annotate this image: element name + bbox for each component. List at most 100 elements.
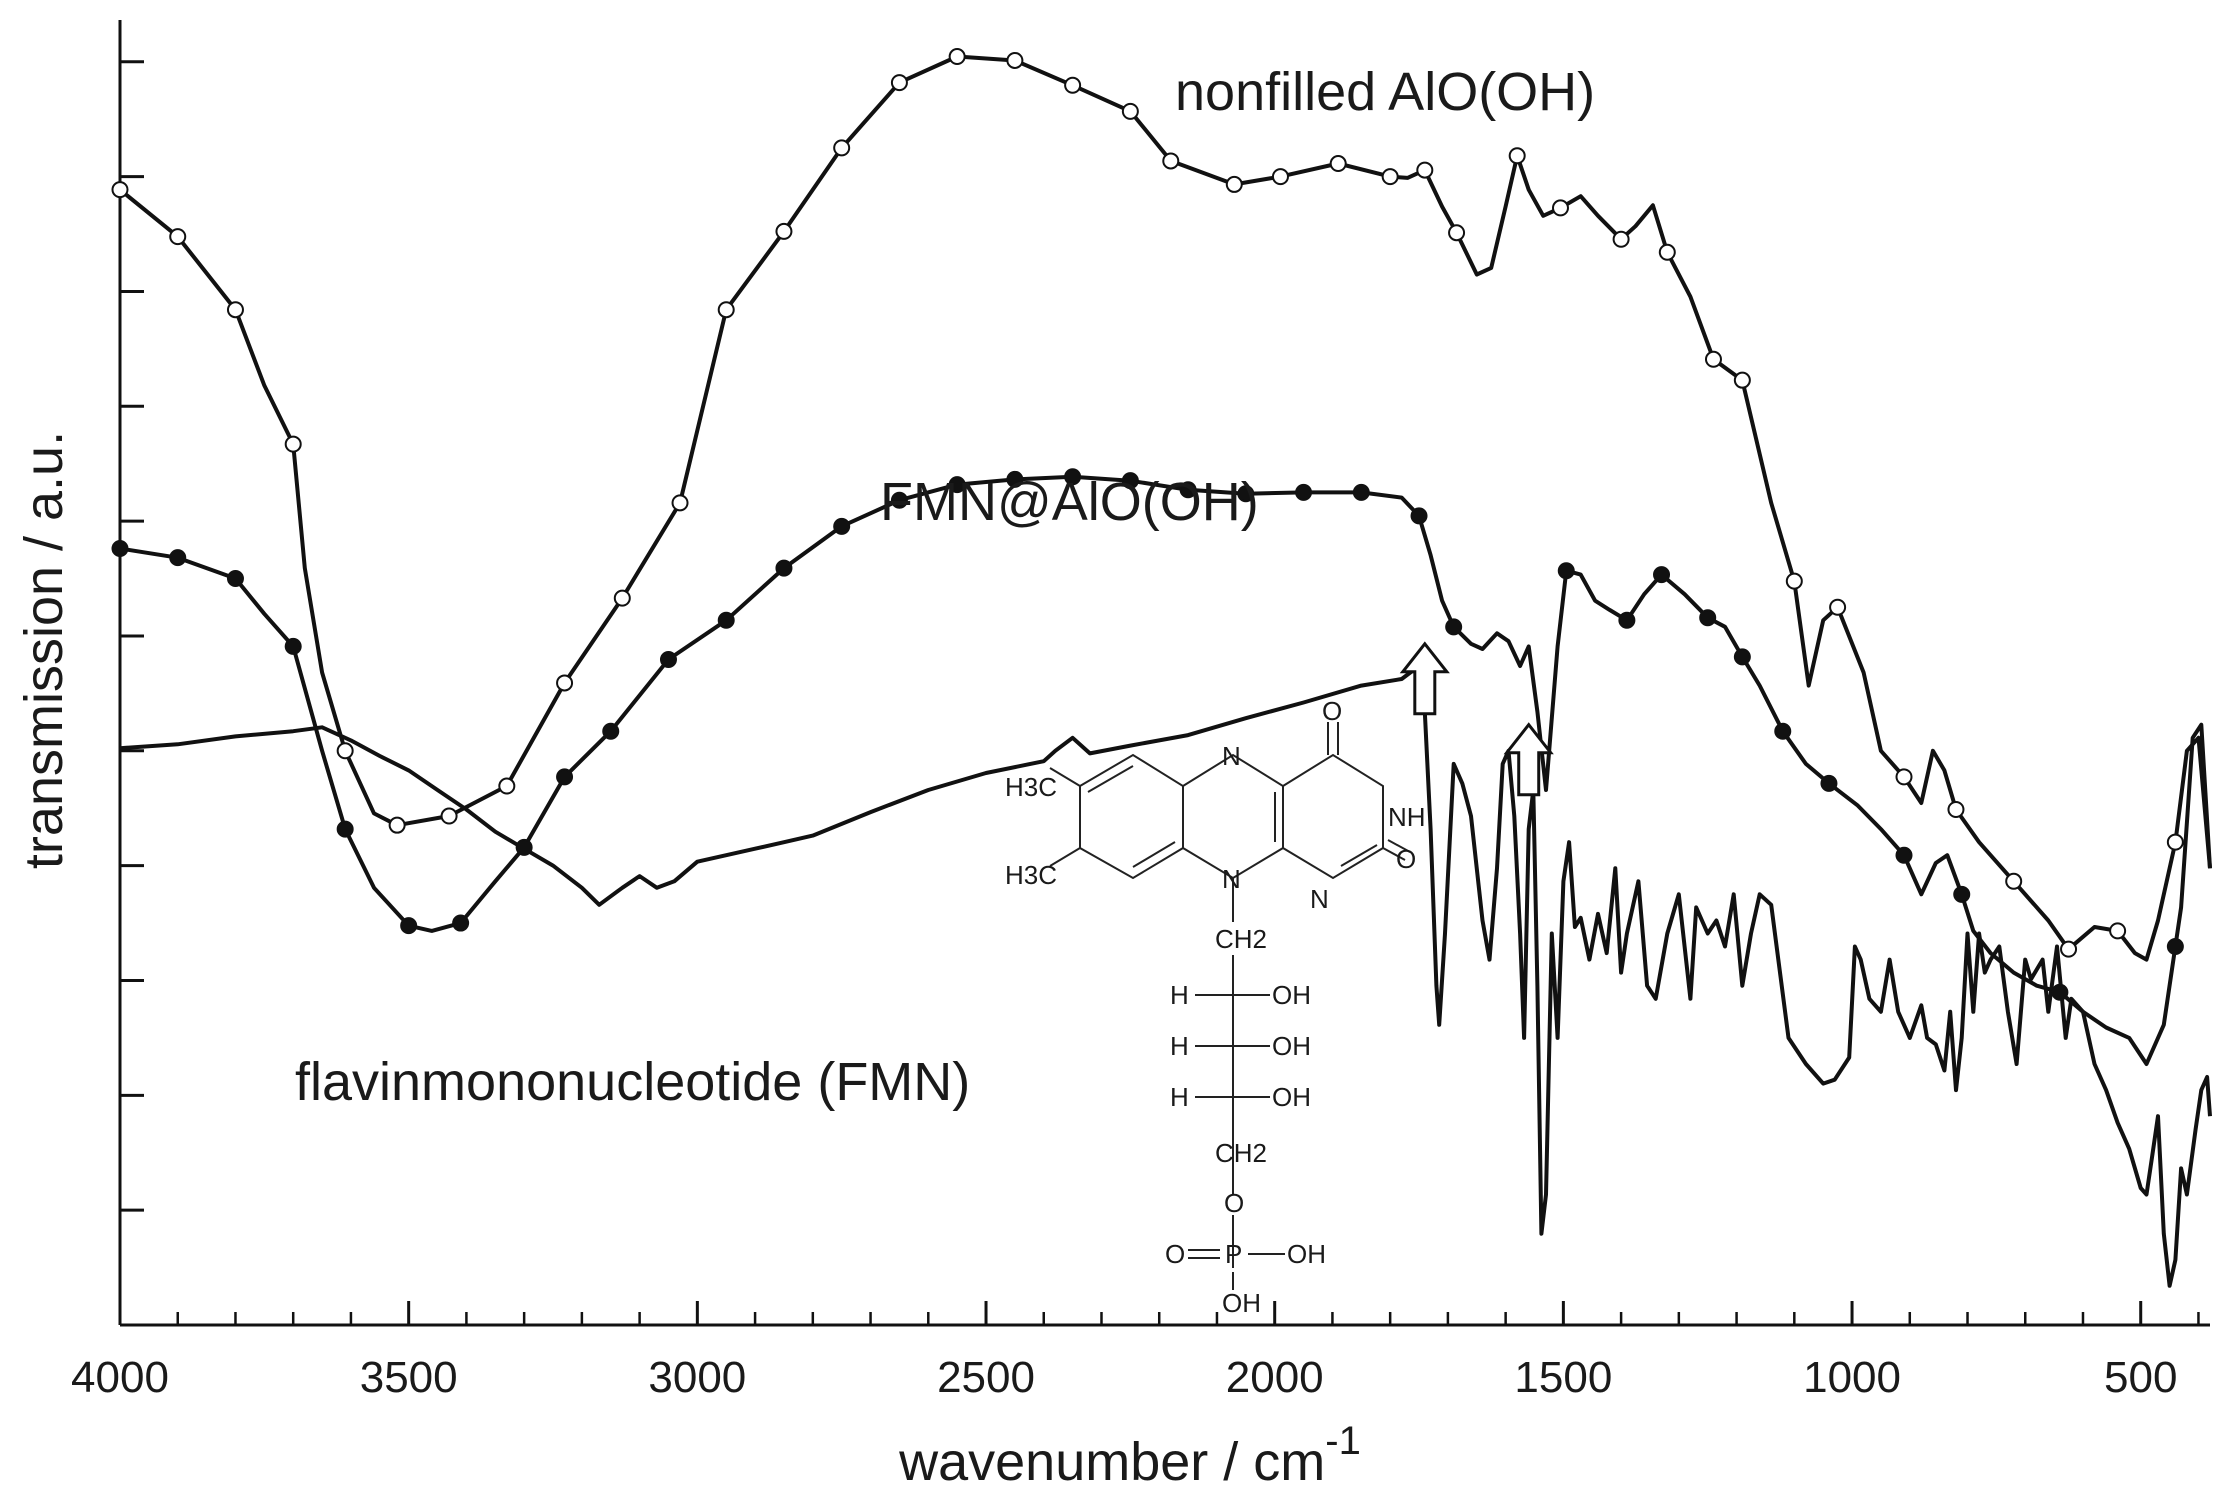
atom-label: OH: [1272, 980, 1311, 1010]
series-1-marker: [169, 549, 187, 567]
atom-label: O: [1396, 844, 1416, 874]
series-0-marker: [1121, 102, 1139, 120]
series-0-marker: [1551, 199, 1569, 217]
series-0-marker: [1785, 572, 1803, 590]
x-tick-label: 3500: [360, 1353, 458, 1402]
series-1-marker: [1733, 648, 1751, 666]
series-0-marker: [1064, 76, 1082, 94]
series-0-marker: [1271, 168, 1289, 186]
x-tick-label: 3000: [648, 1353, 746, 1402]
series-1-marker: [2166, 938, 2184, 956]
series-0-marker: [1162, 152, 1180, 170]
x-tick-label: 2000: [1226, 1353, 1324, 1402]
series-1-marker: [1445, 618, 1463, 636]
atom-label: OH: [1272, 1082, 1311, 1112]
atom-label: O: [1224, 1188, 1244, 1218]
atom-label: H: [1170, 1082, 1189, 1112]
open-arrow-up: [1399, 641, 1450, 716]
series-0-marker: [890, 74, 908, 92]
y-ticks: [120, 60, 144, 1327]
x-tick-labels: 4000 3500 3000 2500 2000 1500 1000 500: [71, 1353, 2177, 1402]
series-1-marker: [284, 637, 302, 655]
series-1-marker: [1699, 609, 1717, 627]
series-0-marker: [556, 674, 574, 692]
series-1-marker: [890, 491, 908, 509]
atom-label: CH2: [1215, 924, 1267, 954]
x-axis-title: wavenumber / cm-1: [898, 1419, 1361, 1492]
series-1-marker: [400, 917, 418, 935]
open-arrow-up: [1503, 722, 1554, 797]
series-0-marker: [169, 228, 187, 246]
atom-label: N: [1222, 741, 1241, 771]
series-1-marker: [1295, 483, 1313, 501]
series-1-marker: [775, 559, 793, 577]
series-0-marker: [440, 807, 458, 825]
series-1-marker: [1618, 611, 1636, 629]
atom-label: OH: [1222, 1288, 1261, 1318]
series-line-1: [119, 474, 2212, 1066]
series-1-marker: [948, 476, 966, 494]
annotation-layer: [1399, 641, 1554, 797]
series-0-marker: [1895, 768, 1913, 786]
series-0-marker: [1829, 598, 1847, 616]
atom-label: OH: [1272, 1031, 1311, 1061]
series-label-nonfilled: nonfilled AlO(OH): [1175, 62, 1595, 122]
series-0-marker: [948, 48, 966, 66]
series-label-fmn-alooh: FMN@AlO(OH): [880, 472, 1259, 532]
x-tick-label: 1500: [1514, 1353, 1612, 1402]
y-axis-title: transmission / a.u.: [14, 431, 74, 869]
series-0-marker: [1947, 801, 1965, 819]
series-0-marker: [1704, 350, 1722, 368]
series-0-marker: [2109, 922, 2127, 940]
series-1-marker: [1121, 472, 1139, 490]
series-0-marker: [284, 435, 302, 453]
series-0-marker: [1329, 155, 1347, 173]
series-0-marker: [2005, 872, 2023, 890]
series-1-marker: [1410, 507, 1428, 525]
series-1-marker: [1237, 485, 1255, 503]
fmn-ring-pyrimidine: [1282, 753, 1384, 880]
fmn-ring-benzene: [1079, 753, 1184, 880]
x-tick-label: 2500: [937, 1353, 1035, 1402]
series-0-marker: [1733, 371, 1751, 389]
atom-label: O: [1165, 1239, 1185, 1269]
series-0-marker: [1508, 147, 1526, 165]
series-1-marker: [111, 540, 129, 558]
series-0-marker: [111, 181, 129, 199]
series-0-marker: [775, 222, 793, 240]
atom-label: H3C: [1005, 772, 1057, 802]
series-1-marker: [717, 611, 735, 629]
series-1-marker: [1352, 483, 1370, 501]
x-tick-label: 1000: [1803, 1353, 1901, 1402]
atom-label: CH2: [1215, 1138, 1267, 1168]
marker-layer: [111, 48, 2184, 1001]
x-tick-label: 500: [2104, 1353, 2177, 1402]
series-1-marker: [556, 768, 574, 786]
x-axis-title-superscript: -1: [1325, 1419, 1361, 1463]
series-0-marker: [1381, 168, 1399, 186]
x-axis-title-main: wavenumber / cm: [898, 1432, 1325, 1492]
series-1-marker: [659, 650, 677, 668]
atom-label: H: [1170, 980, 1189, 1010]
series-1-marker: [1653, 566, 1671, 584]
series-0-marker: [671, 494, 689, 512]
axes-frame: [118, 20, 2210, 1327]
series-0-marker: [1006, 51, 1024, 69]
atom-label: NH: [1388, 802, 1426, 832]
series-1-marker: [515, 838, 533, 856]
series-1-marker: [452, 914, 470, 932]
atom-label: N: [1222, 864, 1241, 894]
series-0-marker: [1225, 175, 1243, 193]
atom-label: N: [1310, 884, 1329, 914]
series-1-marker: [1064, 468, 1082, 486]
atom-label: H: [1170, 1031, 1189, 1061]
series-1-marker: [1820, 774, 1838, 792]
series-1-marker: [2051, 983, 2069, 1001]
series-0-marker: [388, 816, 406, 834]
series-1-marker: [1006, 470, 1024, 488]
series-0-marker: [2060, 940, 2078, 958]
series-1-marker: [1953, 885, 1971, 903]
series-0-marker: [1448, 224, 1466, 242]
series-line-2: [119, 664, 2212, 1288]
